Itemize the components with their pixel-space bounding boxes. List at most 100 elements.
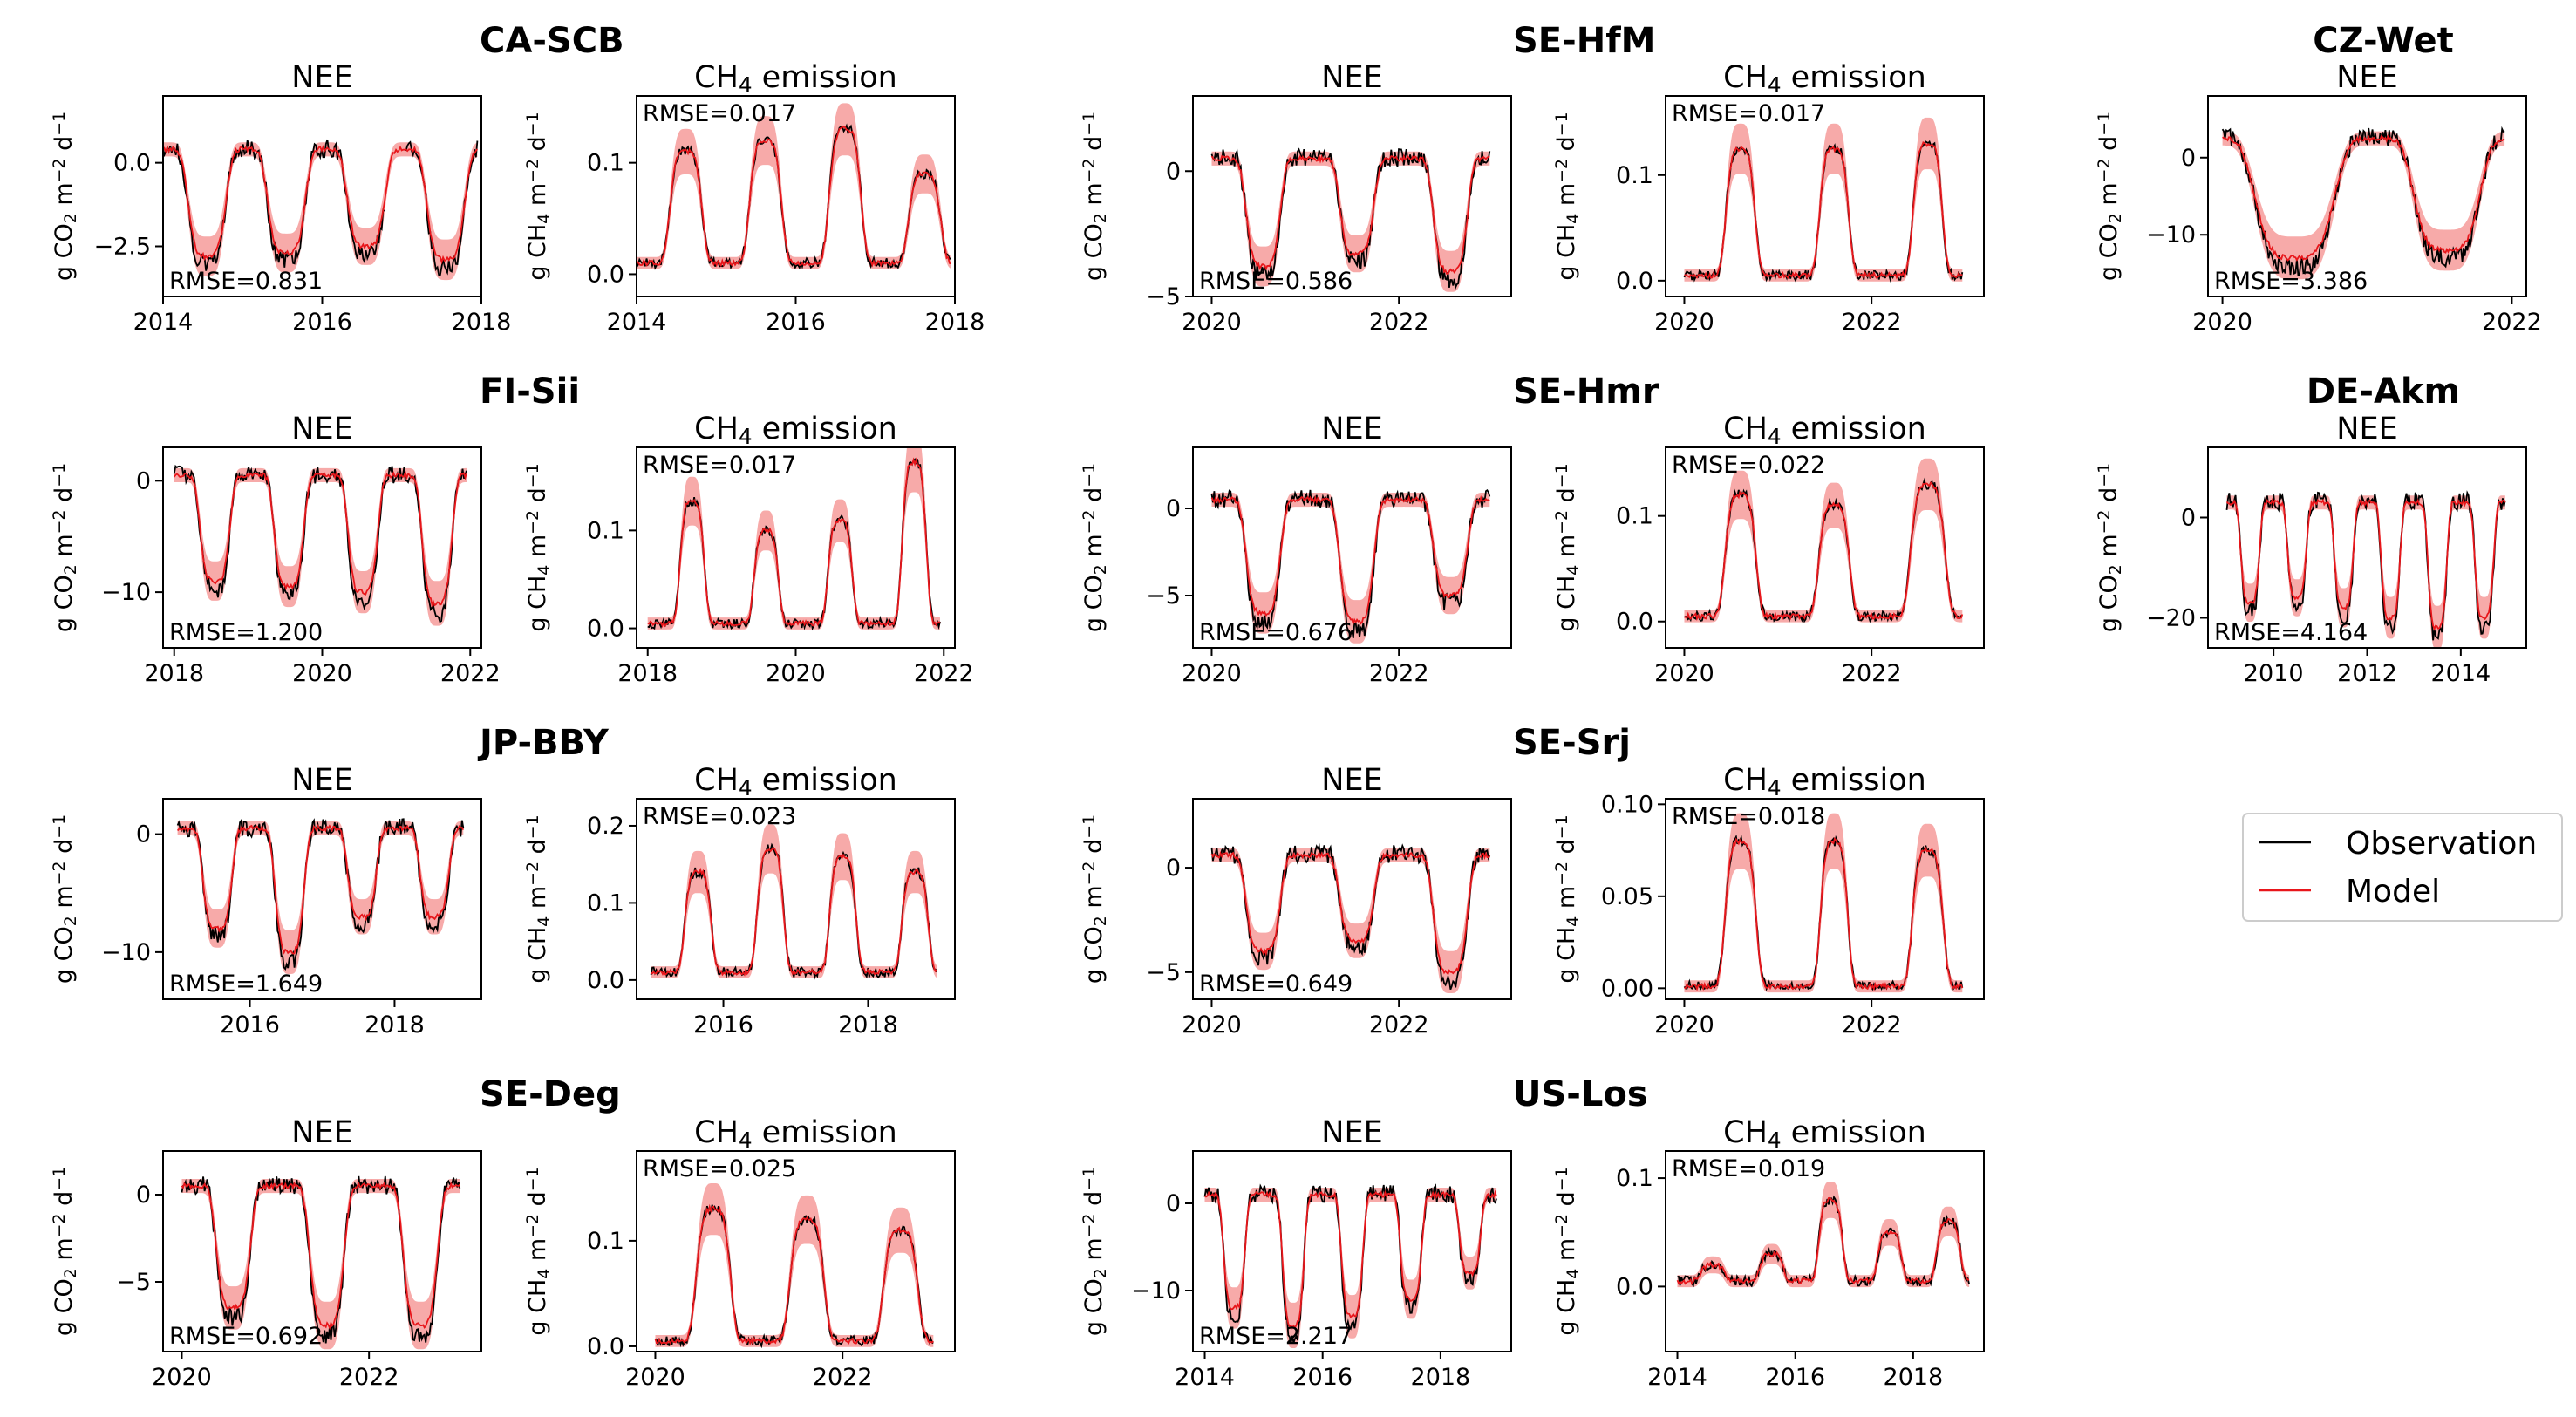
panel-de-akm-nee: NEE g CO2 m−2 d−1 2010 2012 2014 0 −20 RMSE=4.1… <box>2095 412 2527 687</box>
panel-cz-wet-nee: NEE g CO2 m−2 d−1 2020 2022 0 −10 RMSE=3.386 <box>2095 60 2541 336</box>
series-model-us-los-nee <box>1203 1189 1497 1330</box>
x-tick-label-us-los-nee: 2016 <box>1292 1364 1353 1391</box>
axes-frame-se-hmr-ch4 <box>1665 446 1985 649</box>
panel-title-us-los-ch4: CH4 emission <box>1723 1115 1926 1153</box>
uncertainty-band-se-srj-nee <box>1211 848 1490 993</box>
y-tick-label-se-hfm-nee: 0 <box>1166 158 1181 185</box>
x-tick-label-us-los-ch4: 2018 <box>1884 1364 1944 1391</box>
panel-us-los-nee: NEE g CO2 m−2 d−1 2014 2016 2018 0 −10 RMSE=2.2… <box>1080 1115 1512 1391</box>
plot-area-se-hfm-nee <box>1210 147 1491 292</box>
series-model-se-srj-ch4 <box>1684 837 1964 991</box>
y-axis-label-us-los-ch4: g CH4 m−2 d−1 <box>1552 1167 1582 1335</box>
y-axis-label-de-akm-nee: g CO2 m−2 d−1 <box>2095 463 2124 632</box>
y-tick-label-us-los-nee: 0 <box>1166 1190 1181 1217</box>
x-tick-label-se-hfm-nee: 2022 <box>1369 309 1429 336</box>
site-titles: CA-SCB SE-HfM CZ-Wet FI-Sii SE-Hmr DE-Ak… <box>477 21 2460 1114</box>
plot-area-se-hmr-ch4 <box>1684 458 1964 623</box>
uncertainty-band-se-hmr-ch4 <box>1684 458 1963 623</box>
legend-observation-label: Observation <box>2346 826 2537 862</box>
y-tick-label-se-hmr-ch4: 0.1 <box>1616 503 1653 530</box>
legend-model-label: Model <box>2346 874 2440 909</box>
x-tick-label-us-los-nee: 2018 <box>1411 1364 1471 1391</box>
y-tick-label-jp-bby-nee: 0 <box>136 821 151 848</box>
panel-se-hfm-nee: NEE g CO2 m−2 d−1 2020 2022 0 −5 RMSE=0.586 <box>1080 60 1512 336</box>
y-tick-label-fi-sii-nee: 0 <box>136 467 151 494</box>
axes-frame-se-hfm-ch4 <box>1665 95 1985 297</box>
y-axis-label-se-deg-ch4: g CH4 m−2 d−1 <box>523 1167 553 1335</box>
plot-area-us-los-nee <box>1203 1183 1497 1348</box>
panel-title-se-deg-ch4: CH4 emission <box>694 1115 897 1153</box>
panel-se-hfm-ch4: CH4 emission g CH4 m−2 d−1 2020 2022 0.0 0.1 R… <box>1552 60 1985 336</box>
axes-frame-se-deg-nee <box>162 1150 482 1352</box>
rmse-label-se-hmr-nee: RMSE=0.676 <box>1199 619 1353 646</box>
x-tick-label-jp-bby-ch4: 2018 <box>838 1012 898 1039</box>
uncertainty-band-ca-scb-ch4 <box>637 103 951 269</box>
x-tick-label-de-akm-nee: 2014 <box>2430 660 2491 687</box>
axes-frame-us-los-ch4 <box>1665 1150 1985 1352</box>
uncertainty-band-cz-wet-nee <box>2222 131 2505 280</box>
plot-area-se-deg-ch4 <box>654 1183 934 1349</box>
uncertainty-band-jp-bby-nee <box>177 821 464 974</box>
axes-frame-se-deg-ch4 <box>636 1150 956 1352</box>
series-model-de-akm-nee <box>2225 497 2506 631</box>
panel-title-se-srj-ch4: CH4 emission <box>1723 763 1926 800</box>
series-observation-se-hmr-nee <box>1210 488 1491 639</box>
series-model-se-deg-nee <box>181 1181 461 1331</box>
x-tick-label-us-los-nee: 2014 <box>1175 1364 1235 1391</box>
site-title-fi-sii: FI-Sii <box>480 371 580 412</box>
plot-area-ca-scb-ch4 <box>637 103 951 270</box>
x-tick-label-fi-sii-ch4: 2022 <box>914 660 974 687</box>
y-axis-label-se-hmr-nee: g CO2 m−2 d−1 <box>1080 463 1109 632</box>
rmse-label-jp-bby-ch4: RMSE=0.023 <box>643 803 796 830</box>
series-observation-se-deg-nee <box>181 1175 461 1344</box>
y-tick-label-cz-wet-nee: −10 <box>2146 221 2196 249</box>
y-tick-label-se-hfm-nee: −5 <box>1146 283 1181 310</box>
rmse-label-se-hmr-ch4: RMSE=0.022 <box>1672 452 1825 479</box>
x-tick-label-ca-scb-ch4: 2014 <box>607 309 667 336</box>
panel-title-jp-bby-nee: NEE <box>291 763 352 798</box>
series-model-us-los-ch4 <box>1676 1196 1970 1285</box>
panel-jp-bby-ch4: CH4 emission g CH4 m−2 d−1 2016 2018 0.0 0.1 0… <box>523 763 956 1039</box>
y-tick-label-jp-bby-ch4: 0.0 <box>587 967 624 994</box>
series-model-se-hfm-nee <box>1210 153 1490 275</box>
uncertainty-band-us-los-ch4 <box>1677 1182 1970 1288</box>
rmse-label-ca-scb-nee: RMSE=0.831 <box>169 268 323 295</box>
panel-se-deg-nee: NEE g CO2 m−2 d−1 2020 2022 0 −5 RMSE=0.692 <box>50 1115 482 1391</box>
x-tick-label-ca-scb-ch4: 2016 <box>766 309 826 336</box>
panel-ca-scb-ch4: CH4 emission g CH4 m−2 d−1 2014 2016 2018 0.0… <box>523 60 985 336</box>
site-title-us-los: US-Los <box>1513 1074 1648 1114</box>
x-tick-label-se-deg-nee: 2020 <box>152 1364 212 1391</box>
site-title-ca-scb: CA-SCB <box>480 21 624 61</box>
y-tick-label-fi-sii-ch4: 0.0 <box>587 616 624 643</box>
rmse-label-us-los-ch4: RMSE=0.019 <box>1672 1155 1825 1182</box>
site-title-se-srj: SE-Srj <box>1513 723 1631 763</box>
x-tick-label-se-srj-nee: 2020 <box>1182 1012 1242 1039</box>
y-tick-label-cz-wet-nee: 0 <box>2181 145 2196 172</box>
rmse-label-se-deg-ch4: RMSE=0.025 <box>643 1155 796 1182</box>
uncertainty-band-jp-bby-ch4 <box>651 824 937 978</box>
x-tick-label-se-deg-nee: 2022 <box>339 1364 399 1391</box>
plot-area-se-srj-nee <box>1210 843 1491 993</box>
y-axis-label-se-srj-nee: g CO2 m−2 d−1 <box>1080 814 1109 984</box>
site-title-se-hfm: SE-HfM <box>1513 21 1655 61</box>
site-title-jp-bby: JP-BBY <box>477 723 610 763</box>
x-tick-label-cz-wet-nee: 2022 <box>2482 309 2542 336</box>
y-axis-label-fi-sii-nee: g CO2 m−2 d−1 <box>50 463 79 632</box>
plot-area-cz-wet-nee <box>2221 126 2505 280</box>
y-tick-label-jp-bby-ch4: 0.2 <box>587 813 624 840</box>
panel-us-los-ch4: CH4 emission g CH4 m−2 d−1 2014 2016 2018 0.0… <box>1552 1115 1985 1391</box>
y-axis-label-se-hfm-ch4: g CH4 m−2 d−1 <box>1552 112 1582 280</box>
y-tick-label-fi-sii-ch4: 0.1 <box>587 517 624 544</box>
rmse-label-se-srj-ch4: RMSE=0.018 <box>1672 803 1825 830</box>
rmse-label-ca-scb-ch4: RMSE=0.017 <box>643 100 796 127</box>
panel-fi-sii-nee: NEE g CO2 m−2 d−1 2018 2020 2022 0 −10 RMSE=1.2… <box>50 412 500 687</box>
x-tick-label-ca-scb-ch4: 2018 <box>925 309 985 336</box>
rmse-label-de-akm-nee: RMSE=4.164 <box>2214 619 2368 646</box>
axes-frame-us-los-nee <box>1192 1150 1512 1352</box>
panel-fi-sii-ch4: CH4 emission g CH4 m−2 d−1 2018 2020 2022 0.0… <box>523 412 973 687</box>
plot-area-us-los-ch4 <box>1676 1182 1970 1288</box>
plot-area-jp-bby-ch4 <box>650 824 938 980</box>
plot-area-fi-sii-nee <box>173 464 467 626</box>
series-model-jp-bby-nee <box>176 823 465 955</box>
